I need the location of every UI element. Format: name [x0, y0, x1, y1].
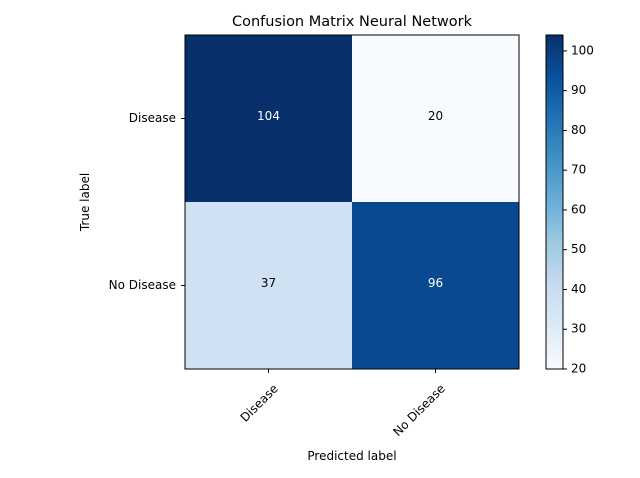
chart-title: Confusion Matrix Neural Network	[232, 14, 473, 30]
x-tick-label: No Disease	[390, 381, 448, 439]
heatmap-cell	[352, 35, 519, 202]
y-tick-label: Disease	[129, 111, 176, 125]
cell-value-label: 96	[428, 276, 443, 290]
colorbar-tick-label: 100	[571, 43, 594, 57]
plot-frame	[184, 34, 520, 370]
x-axis-label: Predicted label	[307, 449, 396, 463]
cell-value-label: 104	[257, 109, 280, 123]
colorbar-axis: 20 30 40 50 60 70 80 90 100	[563, 43, 594, 376]
colorbar-tick-label: 80	[571, 123, 586, 137]
heatmap-cell	[352, 202, 519, 369]
x-tick-label: Disease	[238, 381, 281, 424]
heatmap-cell	[185, 202, 352, 369]
y-axis: Disease No Disease	[109, 111, 185, 292]
colorbar-tick-label: 90	[571, 83, 586, 97]
colorbar-tick-label: 60	[571, 202, 586, 216]
y-axis-label: True label	[78, 173, 92, 232]
cell-value-label: 20	[428, 109, 443, 123]
colorbar-tick-label: 20	[571, 362, 586, 376]
colorbar-tick-label: 40	[571, 282, 586, 296]
colorbar-tick-label: 70	[571, 163, 586, 177]
y-tick-label: No Disease	[109, 278, 176, 292]
colorbar-gradient	[545, 34, 564, 370]
heatmap-cells	[185, 35, 519, 369]
x-axis: Disease No Disease	[238, 369, 448, 439]
colorbar-tick-label: 30	[571, 322, 586, 336]
heatmap-cell	[185, 35, 352, 202]
cell-value-label: 37	[261, 276, 276, 290]
colorbar-tick-label: 50	[571, 242, 586, 256]
heatmap-cell-labels: 104 20 37 96	[257, 109, 443, 290]
